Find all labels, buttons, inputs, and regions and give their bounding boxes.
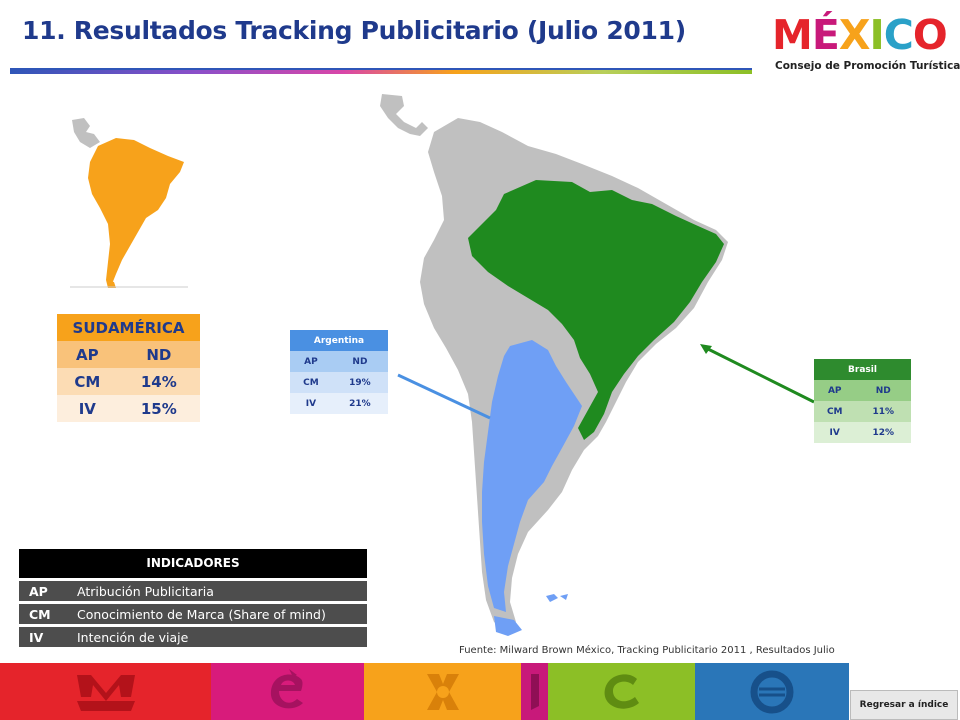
brasil-value: ND [855,380,911,401]
c-wave-icon [604,673,639,709]
brand-band [0,663,960,720]
brasil-table: Brasil AP ND CM 11% IV 12% [814,359,911,443]
argentina-table: Argentina AP ND CM 19% IV 21% [290,330,388,414]
sudamerica-key: IV [57,395,118,422]
argentina-connector [397,373,491,420]
argentina-value: 21% [331,393,388,414]
indicador-key: IV [29,629,44,645]
sudamerica-key: AP [57,341,118,368]
brazil-arrowhead-icon [700,344,712,354]
logo-letter: M [772,11,813,59]
argentina-key: CM [290,372,332,393]
page-title: 11. Resultados Tracking Publicitario (Ju… [22,16,686,45]
argentina-value: 19% [331,372,388,393]
indicador-description: Atribución Publicitaria [77,583,214,599]
logo-letter: É [811,11,840,59]
band-segment [521,663,548,720]
brasil-value: 12% [855,422,911,443]
tierra-del-fuego-shape [494,616,522,636]
indicador-key: AP [29,583,48,599]
o-circle-icon [750,670,794,713]
indicador-description: Conocimiento de Marca (Share of mind) [77,606,326,622]
indicador-description: Intención de viaje [77,629,189,645]
brasil-value: 11% [855,401,911,422]
sudamerica-table: SUDAMÉRICA AP ND CM 14% IV 15% [57,314,200,422]
band-segment [0,663,211,720]
band-segment [695,663,849,720]
brasil-key: AP [814,380,856,401]
logo-letter: C [883,11,914,59]
brasil-key: IV [814,422,856,443]
sudamerica-value: 15% [117,395,200,422]
sudamerica-key: CM [57,368,118,395]
back-to-index-button[interactable]: Regresar a índice [850,690,958,720]
argentina-header: Argentina [290,330,388,351]
i-glyph-icon [530,673,539,710]
indicador-row: CM Conocimiento de Marca (Share of mind) [19,604,367,624]
argentina-shape [482,340,582,612]
sudamerica-value: 14% [117,368,200,395]
argentina-key: IV [290,393,332,414]
central-america-shape [380,94,428,136]
indicador-row: IV Intención de viaje [19,627,367,647]
falkland-islands-shape [546,594,568,602]
indicador-row: AP Atribución Publicitaria [19,581,367,601]
e-swirl-icon [270,668,303,708]
sudamerica-header: SUDAMÉRICA [57,314,200,341]
brazil-shape [468,180,724,440]
logo-wordmark: MÉXICO [772,14,948,56]
south-america-locator-map [70,118,188,288]
brasil-header: Brasil [814,359,911,380]
argentina-key: AP [290,351,332,372]
indicadores-legend: INDICADORES AP Atribución Publicitaria C… [19,549,367,647]
argentina-value: ND [331,351,388,372]
band-segment [211,663,364,720]
logo-letter: I [869,11,884,59]
logo-letter: O [912,11,948,59]
title-underline [10,68,752,74]
x-sun-icon [426,673,459,710]
indicador-key: CM [29,606,51,622]
indicadores-header: INDICADORES [19,549,367,578]
sudamerica-value: ND [117,341,200,368]
source-note: Fuente: Milward Brown México, Tracking P… [459,645,835,656]
mexico-logo: MÉXICO Consejo de Promoción Turística [772,14,960,76]
logo-subtitle: Consejo de Promoción Turística [775,60,960,72]
connector-lines [397,344,815,420]
south-america-map [380,94,728,636]
brazil-connector [705,346,815,404]
logo-letter: X [838,11,871,59]
band-segment [548,663,695,720]
m-mask-icon [76,674,135,711]
band-segment [364,663,521,720]
brasil-key: CM [814,401,856,422]
